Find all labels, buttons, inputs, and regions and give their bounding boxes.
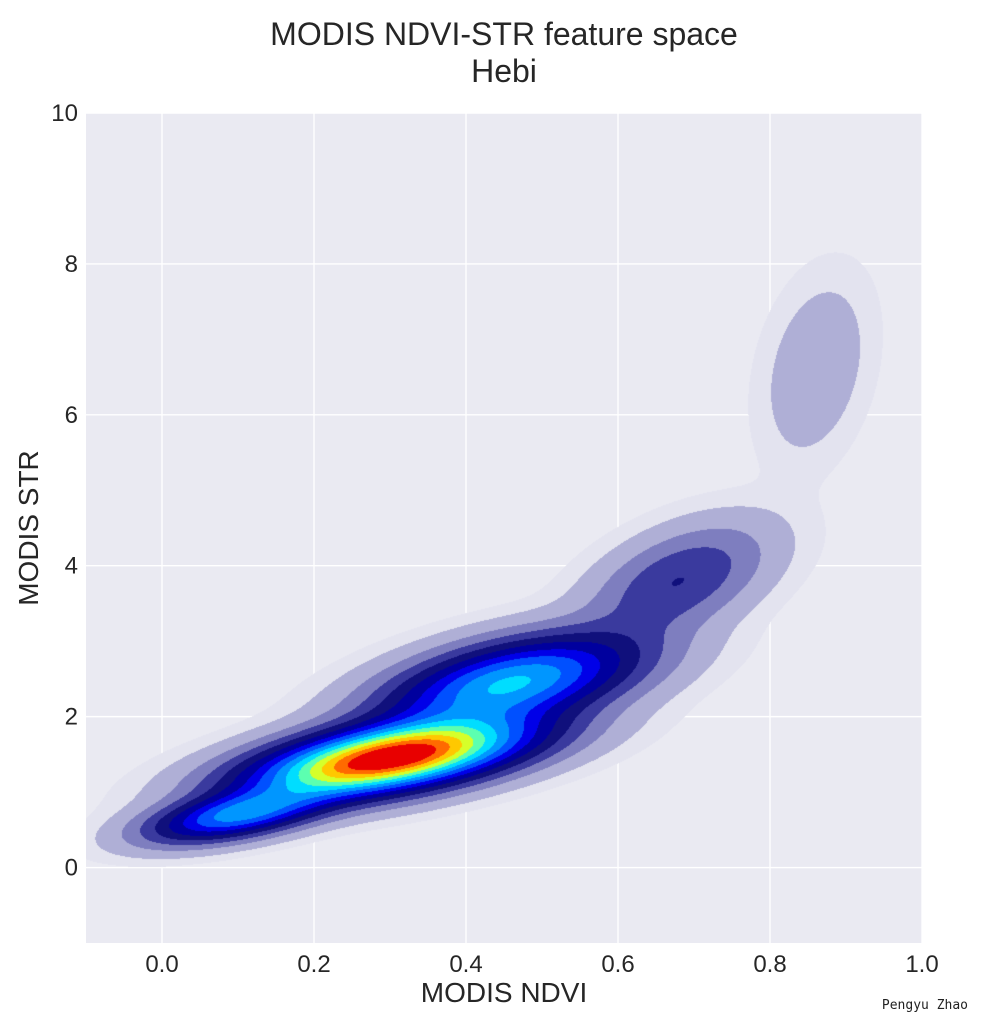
y-tick-label: 4 [65,553,78,580]
x-axis-ticks: 0.0 0.2 0.4 0.6 0.8 1.0 [145,951,938,978]
x-tick-label: 0.2 [297,951,330,978]
x-axis-label: MODIS NDVI [421,977,587,1008]
density-heatmap [86,113,922,943]
x-tick-label: 1.0 [905,951,938,978]
author-credit: Pengyu Zhao [881,998,968,1013]
y-axis-label: MODIS STR [13,450,44,606]
y-axis-ticks: 0 2 4 6 8 10 [51,100,78,882]
x-tick-label: 0.6 [601,951,634,978]
y-tick-label: 8 [65,251,78,278]
x-tick-label: 0.0 [145,951,178,978]
y-tick-label: 10 [51,100,78,127]
y-tick-label: 6 [65,402,78,429]
chart-title: MODIS NDVI-STR feature space [270,16,738,52]
x-tick-label: 0.8 [753,951,786,978]
chart-subtitle: Hebi [471,53,537,89]
y-tick-label: 2 [65,704,78,731]
y-tick-label: 0 [65,855,78,882]
x-tick-label: 0.4 [449,951,482,978]
